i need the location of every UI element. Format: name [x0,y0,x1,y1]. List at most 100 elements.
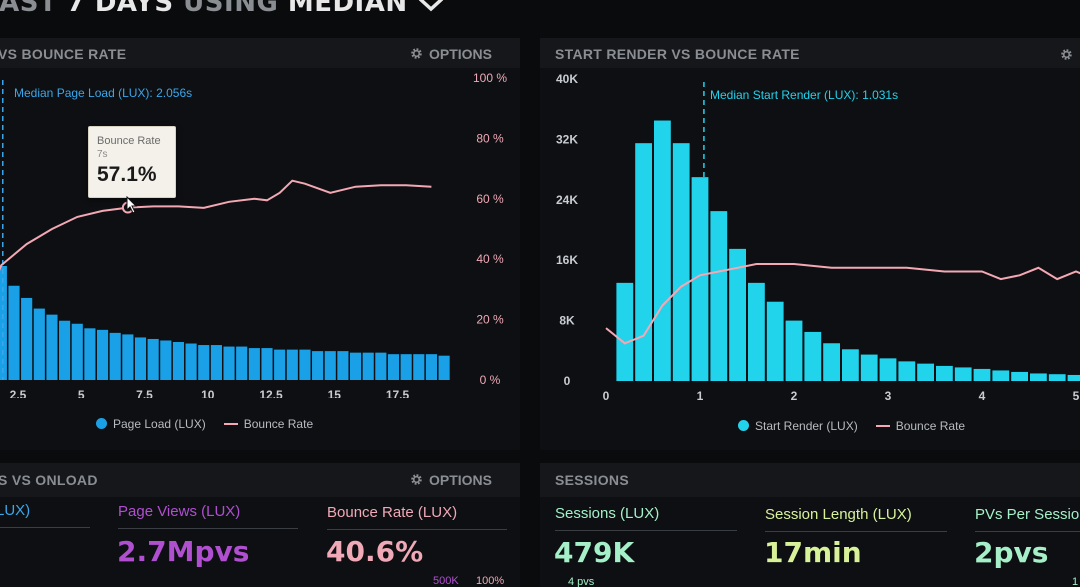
metric-label-page-views: Page Views (LUX) [118,503,241,520]
tooltip-value: 57.1% [97,163,157,186]
metric-label-bounce-rate: Bounce Rate (LUX) [327,504,458,521]
chevron-down-icon[interactable] [417,0,445,13]
panel-title: START RENDER VS BOUNCE RATE [555,46,800,62]
start-render-bar [879,358,897,381]
x-tick-label: 1 [697,389,704,403]
page-load-bar [8,285,20,380]
median-label: Median Page Load (LUX): 2.056s [14,86,192,100]
page-load-bar [172,342,185,380]
page-load-legend: Page Load (LUX) Bounce Rate [96,417,313,431]
page-load-bar [286,349,298,380]
legend-bars-swatch [96,418,107,429]
start-render-bar [616,282,634,381]
cursor-icon [126,196,138,214]
metric-label-onload: LUX) [0,502,31,519]
page-load-bar [21,297,33,380]
metric-value-session-length: 17min [764,536,862,569]
metric-divider [327,529,507,530]
panel-header: VS BOUNCE RATE OPTIONS [0,38,520,68]
start-render-bar [823,343,840,381]
start-render-bar [1067,374,1080,381]
axis-label-500k: 500K [433,575,459,587]
start-render-bar [785,320,803,381]
page-load-bar [299,349,311,380]
legend-bars-label[interactable]: Page Load (LUX) [113,417,206,431]
page-load-bar [160,340,172,380]
start-render-bar [917,363,934,381]
page-load-bar [438,355,450,380]
gear-icon[interactable] [1060,48,1073,61]
start-render-bar [748,282,765,381]
options-label: OPTIONS [429,46,493,62]
start-render-bar [654,120,671,382]
panel-title: S VS ONLOAD [0,472,98,488]
median-label: Median Start Render (LUX): 1.031s [710,88,898,102]
y-tick-label: 0 [564,374,571,388]
gear-icon [411,48,422,59]
axis-label-100pct: 100% [476,575,505,587]
metric-label-pvs-per-session: PVs Per Sessio [975,506,1080,523]
start-render-legend: Start Render (LUX) Bounce Rate [738,419,965,433]
start-render-bar [860,354,878,381]
sessions-panel: SESSIONS [540,463,1080,587]
x-tick-label: 15 [328,388,342,398]
options-button[interactable]: OPTIONS [410,46,492,62]
options-label: OPTIONS [429,472,493,488]
page-load-bar [324,351,336,380]
page-title[interactable]: LAST 7 DAYS USING MEDIAN [0,0,445,18]
start-render-chart: Median Start Render (LUX): 1.031s 40K 32K 2… [556,72,1080,403]
page-load-bar [400,354,412,380]
page-load-bar [210,345,222,380]
x-tick-label: 17.5 [386,388,410,398]
panel-title: VS BOUNCE RATE [0,46,127,62]
page-load-bar [236,346,248,380]
start-render-bar [1030,373,1047,381]
y-tick-label: 32K [556,132,578,146]
start-render-bar [973,368,991,381]
start-render-bar [672,143,690,381]
page-load-bar [261,348,273,380]
y2-tick-label: 80 % [476,131,504,145]
legend-line-swatch [223,423,238,425]
page-load-bar [312,351,324,380]
panel-header: SESSIONS [540,463,1080,497]
start-render-bar [954,367,972,381]
start-render-bar [842,349,859,381]
y-tick-label: 8K [559,314,575,328]
page-load-bar [362,352,374,380]
page-load-bar [349,352,362,380]
page-load-bar [71,323,83,380]
page-load-bar [425,354,438,380]
legend-line-label[interactable]: Bounce Rate [243,417,314,431]
page-load-bar [248,348,260,380]
page-load-bar [375,352,387,380]
panel-title: SESSIONS [555,472,629,488]
metric-divider [555,530,737,531]
page-load-bar [134,337,147,380]
title-range: 7 DAYS [66,0,174,18]
panel-header: S VS ONLOAD OPTIONS [0,463,520,497]
y2-tick-label: 0 % [480,373,501,387]
x-tick-label: 12.5 [259,388,283,398]
legend-bars-label[interactable]: Start Render (LUX) [755,419,858,433]
panel-header: START RENDER VS BOUNCE RATE [540,38,1080,68]
metric-value-pvs-per-session: 2pvs [974,536,1049,569]
page-load-panel: VS BOUNCE RATE OPTIONS [0,38,520,450]
page-load-bar [109,332,121,380]
x-tick-label: 0 [603,389,610,403]
legend-line-label[interactable]: Bounce Rate [895,419,966,433]
start-render-bar [898,361,916,381]
tooltip-series: Bounce Rate [97,135,161,147]
title-stat: MEDIAN [287,0,408,18]
x-tick-label: 7.5 [136,388,153,398]
options-button[interactable]: OPTIONS [410,472,492,488]
metric-divider [118,528,298,529]
x-tick-label: 4 [979,389,986,403]
y-tick-label: 40K [556,72,578,86]
start-render-bar [1048,374,1066,381]
bounce-rate-line [0,179,432,271]
page-load-bar [96,329,109,380]
metric-divider [975,531,1080,532]
start-render-bar [710,211,728,381]
